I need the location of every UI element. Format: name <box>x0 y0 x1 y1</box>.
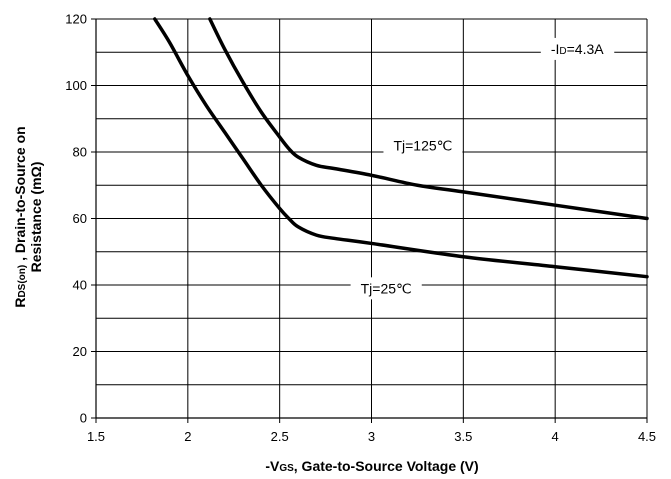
y-tick-label: 120 <box>65 12 87 27</box>
x-tick-label: 4.5 <box>638 429 656 444</box>
series-line-tj-125 <box>208 17 649 221</box>
annotation-tj-25-bg <box>350 277 422 300</box>
y-axis-label: RDS(on) , Drain-to-Source on Resistance … <box>12 126 44 307</box>
annotation-tj-125-bg <box>383 134 463 157</box>
x-tick-label: 3 <box>368 429 375 444</box>
condition-label-bg <box>540 37 615 60</box>
condition-label: -ID=4.3A <box>540 37 615 60</box>
annotation-tj-25: Tj=25℃ <box>350 277 422 300</box>
y-tick-label: 60 <box>73 211 87 226</box>
annotation-tj-125-text: Tj=125℃ <box>393 137 452 153</box>
x-tick-label: 4 <box>552 429 559 444</box>
x-tick-label: 2.5 <box>271 429 289 444</box>
series-line-tj-25 <box>153 17 649 279</box>
annotation-tj-25-text: Tj=25℃ <box>361 280 412 296</box>
annotation-tj-125: Tj=125℃ <box>383 134 463 157</box>
x-tick-label: 3.5 <box>454 429 472 444</box>
x-tick-labels: 1.5 2 2.5 3 3.5 4 4.5 <box>87 418 656 444</box>
x-tick-label: 1.5 <box>87 429 105 444</box>
y-tick-label: 40 <box>73 278 87 293</box>
svg-text:Resistance (mΩ): Resistance (mΩ) <box>28 162 44 273</box>
annotations: Tj=125℃ Tj=25℃ -ID=4.3A <box>350 37 615 300</box>
y-tick-label: 100 <box>65 78 87 93</box>
condition-label-text: -ID=4.3A <box>551 41 604 57</box>
y-tick-label: 0 <box>80 411 87 426</box>
y-tick-label: 80 <box>73 145 87 160</box>
series-lines <box>153 17 649 279</box>
y-tick-labels: 0 20 40 60 80 100 120 <box>65 12 96 426</box>
y-tick-label: 20 <box>73 344 87 359</box>
x-axis-label: -VGS, Gate-to-Source Voltage (V) <box>265 458 478 474</box>
svg-text:RDS(on) , Drain-to-Source on: RDS(on) , Drain-to-Source on <box>12 126 28 307</box>
grid-lines <box>96 18 648 418</box>
x-tick-label: 2 <box>184 429 191 444</box>
